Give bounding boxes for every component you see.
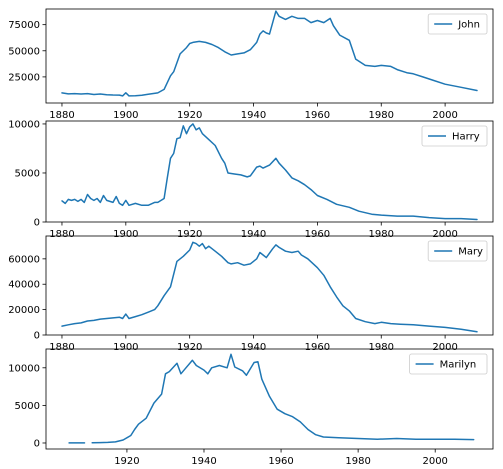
legend: Harry [421, 125, 488, 147]
x-tick-label: 1880 [49, 342, 74, 353]
axes-frame [45, 8, 494, 104]
x-tick-label: 1880 [49, 229, 74, 240]
y-tick-label: 10000 [8, 119, 40, 130]
series-line-john [61, 10, 478, 97]
y-tick-label: 25000 [8, 72, 40, 83]
y-tick-label: 10000 [8, 363, 40, 374]
y-tick-label: 40000 [8, 280, 40, 291]
x-tick-label: 2000 [422, 456, 447, 467]
legend: Marilyn [409, 353, 488, 375]
legend-box [409, 353, 488, 375]
axes-frame [45, 348, 494, 450]
x-tick-label: 1880 [49, 110, 74, 121]
x-tick-label: 1920 [177, 229, 202, 240]
axes-frame [45, 235, 494, 336]
x-tick-label: 1960 [305, 110, 330, 121]
x-tick-label: 1980 [369, 110, 394, 121]
x-tick-label: 1920 [177, 342, 202, 353]
legend-label: John [457, 20, 480, 31]
y-tick-label: 0 [34, 438, 40, 449]
x-tick-label: 1960 [305, 342, 330, 353]
x-tick-label: 1900 [113, 110, 138, 121]
x-tick-label: 1940 [191, 456, 216, 467]
x-tick-label: 2000 [432, 342, 457, 353]
axes-frame [45, 120, 494, 223]
subplot-harry: 1880 1900 1920 1940 1960 1980 2000 0 5000 10000 Ha… [8, 119, 494, 240]
y-tick-label: 5000 [15, 168, 40, 179]
x-tick-label: 2000 [432, 229, 457, 240]
y-tick-label: 20000 [8, 305, 40, 316]
series-line-harry [61, 123, 478, 221]
x-tick-label: 1940 [241, 110, 266, 121]
y-tick-label: 5000 [15, 401, 40, 412]
subplot-marilyn: 1920 1940 1960 1980 2000 0 5000 10000 Marilyn [8, 348, 494, 467]
x-tick-label: 1940 [241, 342, 266, 353]
x-tick-label: 1980 [369, 342, 394, 353]
subplot-mary: 1880 1900 1920 1940 1960 1980 2000020000400006… [8, 235, 494, 353]
legend-label: Harry [452, 132, 480, 143]
legend-label: Marilyn [440, 360, 477, 371]
x-tick-label: 1900 [113, 229, 138, 240]
y-tick-label: 50000 [8, 46, 40, 57]
legend: Mary [427, 240, 488, 262]
x-tick-label: 2000 [432, 110, 457, 121]
x-tick-label: 1960 [305, 229, 330, 240]
series-line-marilyn-2 [91, 353, 475, 444]
x-tick-label: 1920 [114, 456, 139, 467]
legend-box [427, 13, 488, 35]
x-tick-label: 1940 [241, 229, 266, 240]
x-tick-label: 1980 [369, 229, 394, 240]
legend-box [421, 125, 488, 147]
x-tick-label: 1900 [113, 342, 138, 353]
x-tick-label: 1960 [268, 456, 293, 467]
x-tick-label: 1980 [345, 456, 370, 467]
legend-box [427, 240, 488, 262]
legend: John [427, 13, 488, 35]
x-tick-label: 1920 [177, 110, 202, 121]
subplot-john: 1880 1900 1920 1940 1960 1980 2000 25000 50000 75… [8, 8, 494, 121]
y-tick-label: 60000 [8, 254, 40, 265]
legend-label: Mary [458, 247, 483, 258]
series-line-mary [61, 241, 478, 333]
y-tick-label: 75000 [8, 20, 40, 31]
y-tick-label: 0 [34, 218, 40, 229]
y-tick-label: 0 [34, 331, 40, 342]
